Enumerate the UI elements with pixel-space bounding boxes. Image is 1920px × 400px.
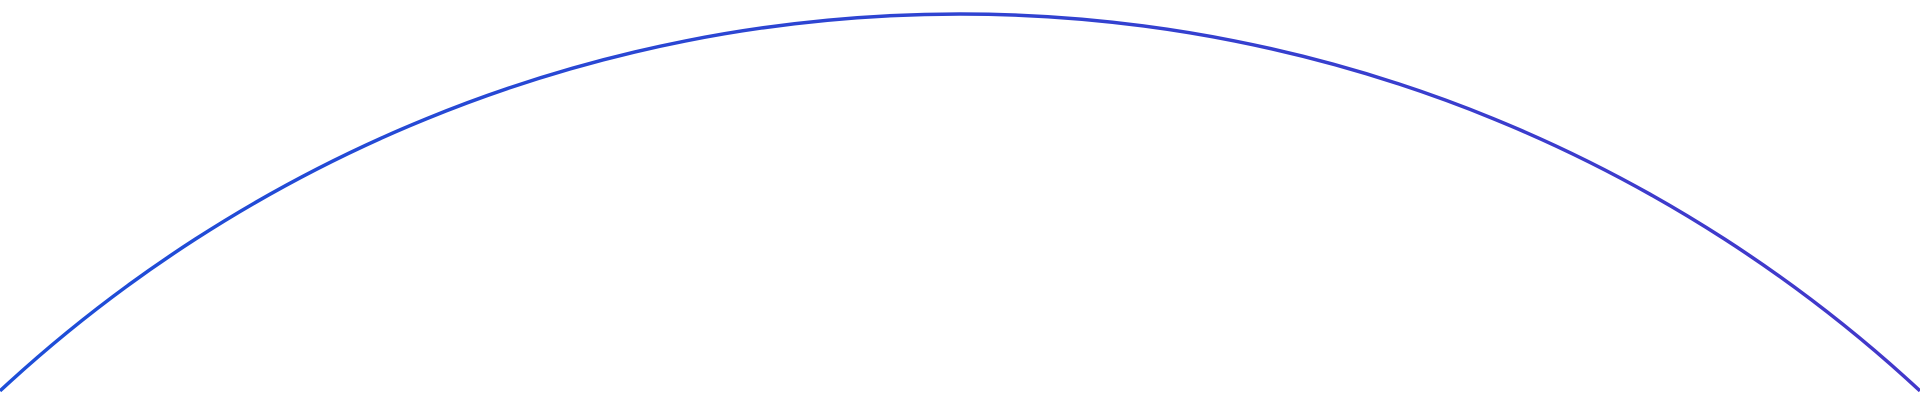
decorative-arc xyxy=(0,12,1920,393)
